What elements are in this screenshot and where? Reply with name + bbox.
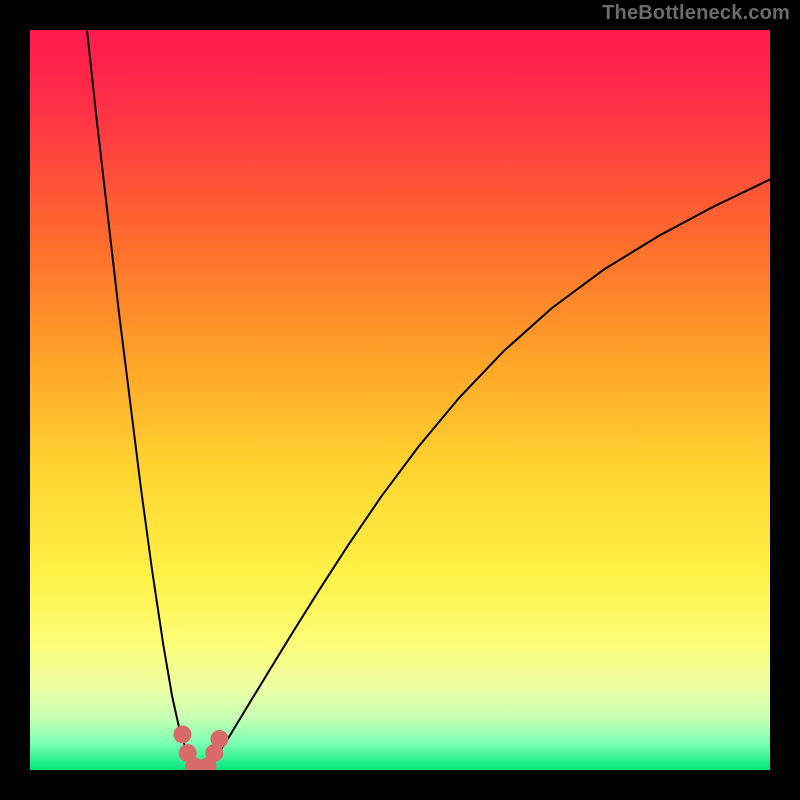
marker-point (210, 730, 228, 748)
plot-svg (30, 30, 770, 770)
chart-frame: TheBottleneck.com (0, 0, 800, 800)
gradient-background (30, 30, 770, 770)
marker-point (173, 725, 191, 743)
plot-area (30, 30, 770, 770)
watermark: TheBottleneck.com (602, 2, 790, 25)
